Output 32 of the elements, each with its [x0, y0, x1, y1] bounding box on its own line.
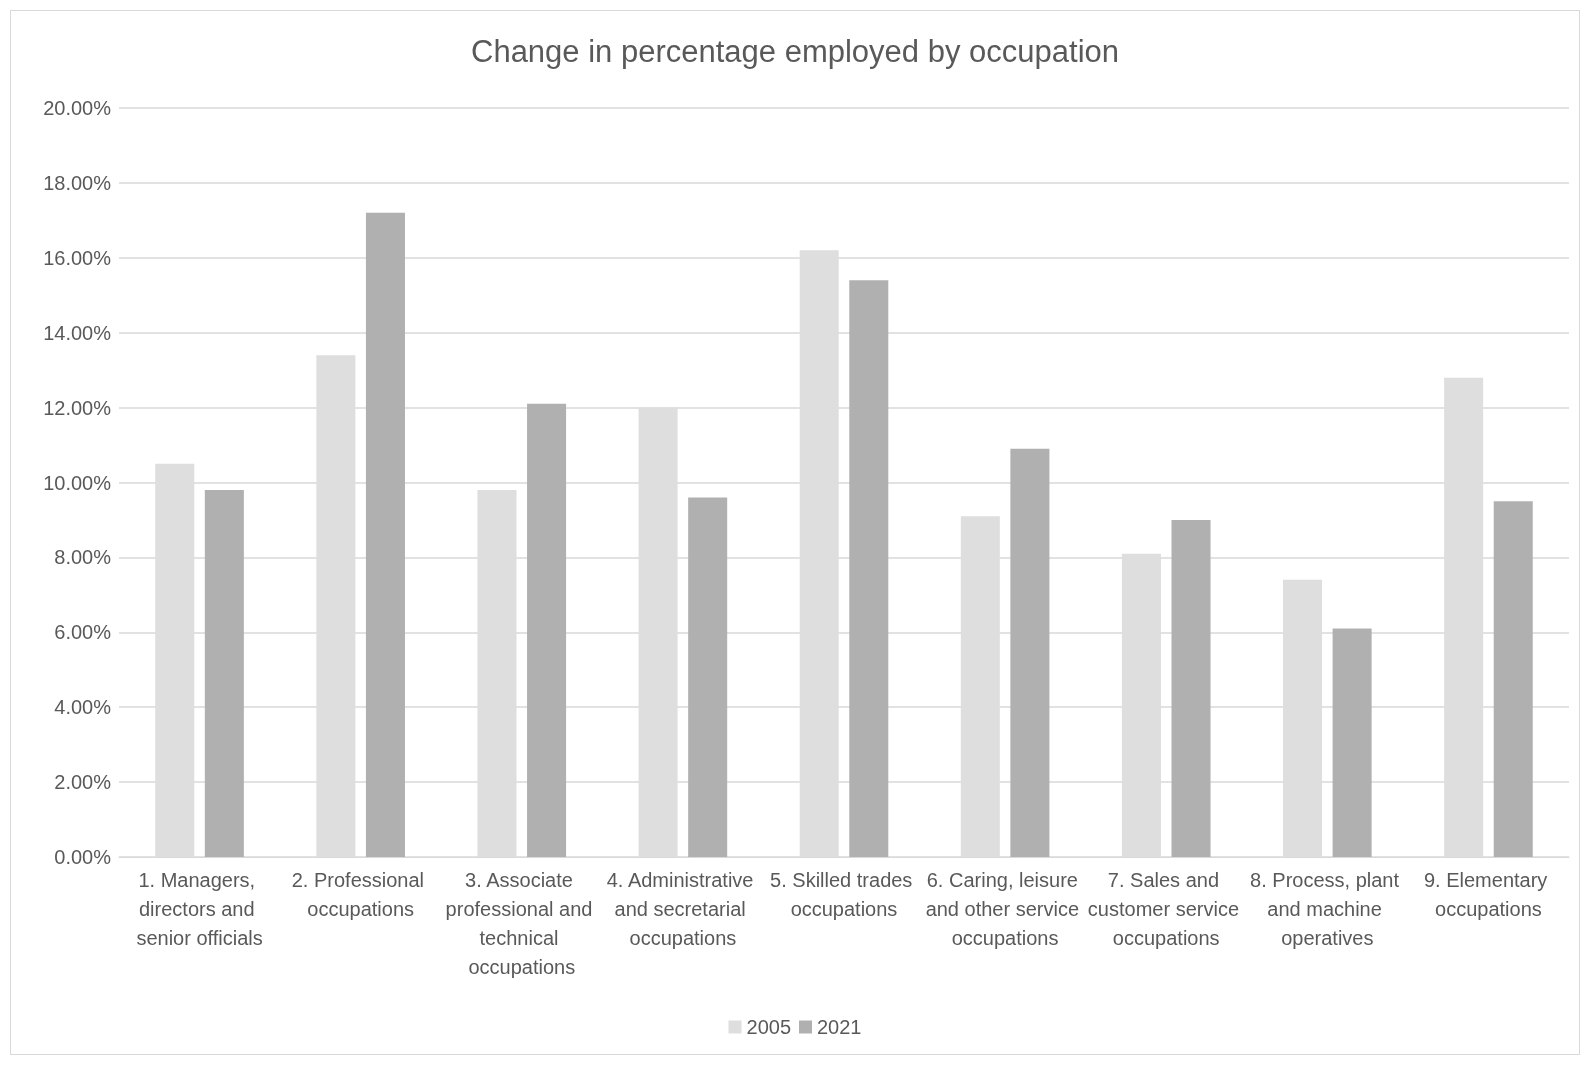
- y-tick-label: 20.00%: [43, 97, 112, 119]
- x-tick-label: 1. Managers, directors and senior officials: [136, 868, 263, 949]
- y-tick-label: 14.00%: [43, 321, 112, 344]
- bar: [204, 489, 244, 857]
- x-tick-label: 4. Administrative and secretarial occupations: [606, 868, 760, 949]
- y-tick-label: 6.00%: [54, 621, 112, 644]
- y-tick-label: 2.00%: [54, 771, 112, 794]
- bar: [1171, 519, 1211, 857]
- x-tick-label: 3. Associate professional and technical occupations: [445, 868, 598, 978]
- y-tick-label: 16.00%: [43, 246, 112, 269]
- bar: [365, 212, 405, 857]
- legend-label: 2005: [746, 1016, 792, 1038]
- x-tick-label: 8. Process, plant and machine operatives: [1250, 868, 1405, 949]
- bar: [849, 280, 889, 857]
- x-tick-label: 9. Elementary occupations: [1423, 868, 1553, 920]
- bar: [688, 497, 728, 857]
- y-tick-label: 18.00%: [43, 171, 112, 194]
- bar: [1493, 501, 1533, 857]
- chart-title: Change in percentage employed by occupation: [470, 34, 1120, 69]
- x-tick-label: 7. Sales and customer service occupations: [1087, 868, 1245, 949]
- y-tick-label: 12.00%: [43, 396, 112, 419]
- bar: [1010, 448, 1050, 857]
- x-tick-label: 2. Professional occupations: [291, 868, 430, 920]
- y-tick-label: 4.00%: [54, 696, 112, 719]
- bar: [527, 403, 567, 857]
- y-tick-label: 0.00%: [54, 846, 112, 868]
- bar: [1332, 628, 1372, 857]
- x-tick-label: 5. Skilled trades occupations: [770, 868, 918, 920]
- y-tick-label: 10.00%: [43, 471, 112, 494]
- legend-label: 2021: [817, 1016, 862, 1038]
- x-tick-label: 6. Caring, leisure and other service occupations: [925, 868, 1085, 949]
- y-tick-label: 8.00%: [54, 546, 112, 569]
